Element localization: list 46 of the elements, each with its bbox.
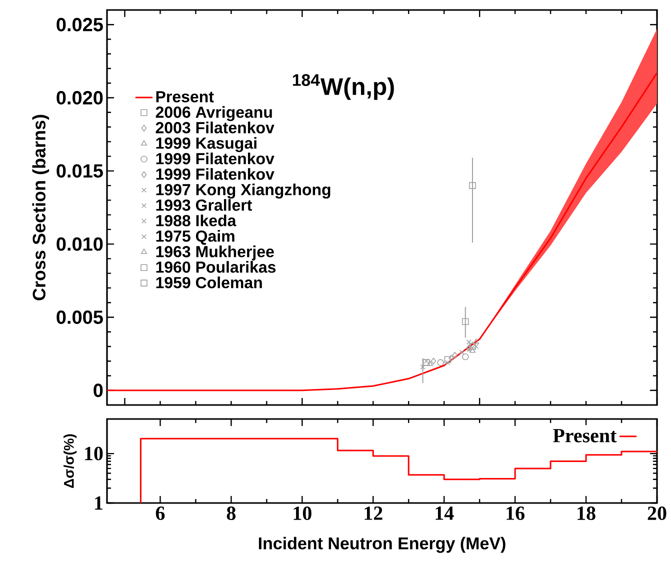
- point: [474, 344, 479, 349]
- point: [452, 352, 458, 359]
- x-axis-title: Incident Neutron Energy (MeV): [258, 536, 506, 553]
- y-axis-title: Cross Section (barns): [32, 114, 50, 300]
- legend-label: 1959 Coleman: [156, 276, 262, 288]
- legend-label: 1993 Grallert: [156, 199, 252, 211]
- x-tick-label: 20: [648, 506, 666, 520]
- point: [420, 364, 426, 370]
- legend-label: Present: [156, 91, 214, 102]
- legend-label: 1963 Mukherjee: [156, 246, 274, 260]
- x-tick-label: 18: [578, 506, 596, 520]
- point: [459, 350, 464, 355]
- point: [445, 360, 450, 366]
- legend-label: 1960 Poularikas: [156, 261, 276, 273]
- text: $^{184}$W(n,p): [292, 74, 394, 100]
- y-tick-label: 0.015: [56, 164, 103, 178]
- legend-label: 1999 Kasugai: [156, 137, 256, 152]
- y-tick-label: 10: [85, 446, 103, 460]
- x-tick-label: 12: [364, 506, 382, 520]
- point: [462, 353, 469, 360]
- y-tick-label: 0: [94, 384, 103, 398]
- x-tick-label: 14: [436, 506, 454, 520]
- point: [469, 182, 476, 189]
- series-label: Present: [553, 429, 617, 442]
- point: [430, 358, 436, 365]
- point: [448, 354, 454, 362]
- legend-label: 1988 Ikeda: [156, 214, 236, 226]
- x-tick-label: 8: [226, 506, 236, 520]
- legend-label: 1999 Filatenkov: [156, 168, 274, 180]
- y-tick-label: 0.010: [56, 237, 103, 251]
- y-tick-label: 0.020: [56, 91, 103, 105]
- point: [462, 318, 469, 326]
- legend-label: 1975 Qaim: [156, 230, 234, 245]
- legend-label: 1997 Kong Xiangzhong: [156, 184, 330, 199]
- x-tick-label: 16: [506, 506, 524, 520]
- legend-label: 2003 Filatenkov: [156, 122, 274, 134]
- y-axis-title: Δσ/σ(%): [64, 434, 77, 488]
- x-tick-label: 6: [156, 506, 165, 520]
- legend-label: 1999 Filatenkov: [156, 152, 274, 164]
- point: [426, 360, 433, 366]
- point: [473, 338, 480, 344]
- y-tick-label: 0.005: [56, 310, 103, 324]
- y-tick-label: 0.025: [56, 18, 103, 32]
- y-tick-label: 1: [95, 496, 102, 510]
- legend-label: 2006 Avrigeanu: [156, 106, 272, 122]
- x-tick-label: 10: [294, 506, 312, 520]
